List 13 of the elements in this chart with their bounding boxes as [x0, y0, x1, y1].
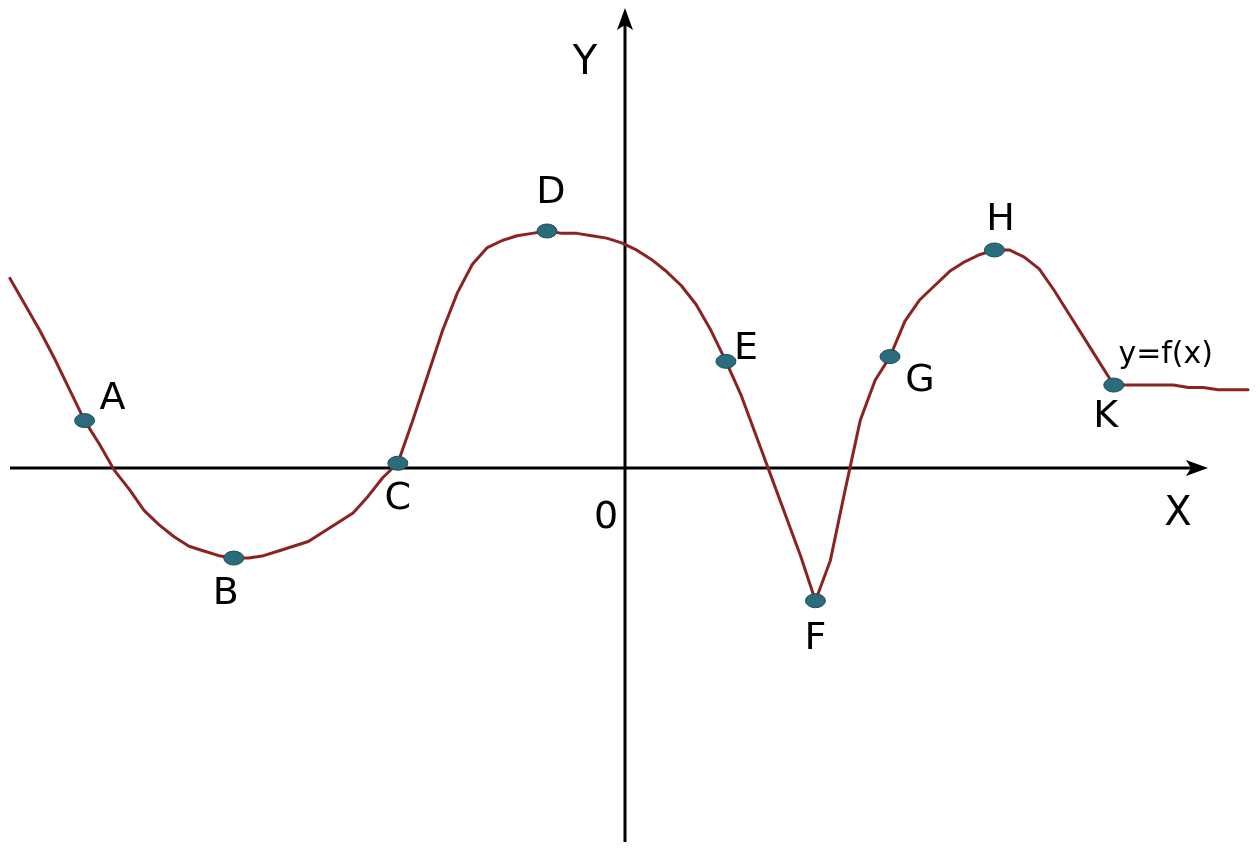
annotation: A: [99, 373, 126, 418]
annotation: E: [733, 324, 758, 369]
annotation: B: [212, 569, 239, 614]
annotation: G: [905, 355, 935, 400]
annotation: 0: [593, 493, 619, 537]
y-axis-title: Y: [571, 37, 598, 83]
annotation: C: [384, 474, 412, 519]
x-axis-title: X: [1164, 488, 1192, 534]
annotation: y=f(x): [1118, 335, 1213, 370]
annotation: K: [1093, 392, 1120, 437]
text: F: [804, 613, 827, 658]
text: D: [536, 168, 566, 212]
annotation: H: [986, 194, 1015, 239]
